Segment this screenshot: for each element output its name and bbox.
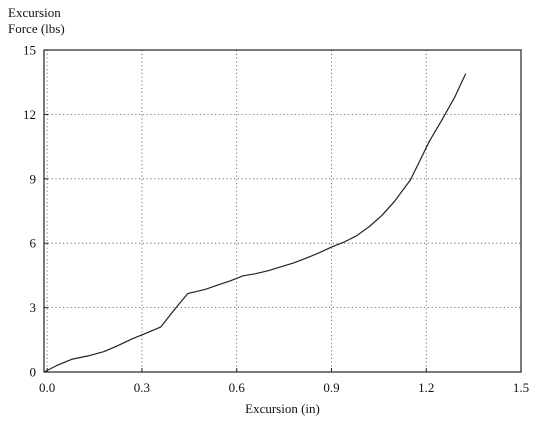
x-tick-label: 0.0 bbox=[39, 380, 55, 395]
x-tick-label: 0.9 bbox=[323, 380, 339, 395]
y-tick-label: 12 bbox=[23, 107, 36, 122]
y-tick-label: 9 bbox=[30, 171, 37, 186]
x-tick-label: 0.6 bbox=[229, 380, 246, 395]
line-layer bbox=[43, 73, 467, 373]
grid-layer bbox=[44, 50, 521, 372]
x-tick-label: 1.5 bbox=[513, 380, 529, 395]
x-axis-label: Excursion (in) bbox=[245, 401, 320, 416]
series-line bbox=[43, 73, 467, 373]
y-axis-label-line-2: Force (lbs) bbox=[8, 21, 65, 36]
x-tick-label: 0.3 bbox=[134, 380, 150, 395]
y-tick-label: 3 bbox=[30, 300, 37, 315]
y-tick-label: 6 bbox=[30, 236, 37, 251]
y-tick-label: 0 bbox=[30, 365, 37, 380]
y-tick-label: 15 bbox=[23, 43, 36, 58]
plot-frame bbox=[43, 49, 522, 373]
x-tick-label: 1.2 bbox=[418, 380, 434, 395]
tick-layer: 0.0 0.3 0.6 0.9 1.2 1.5 0 3 6 9 12 15 bbox=[23, 43, 529, 396]
y-axis-label-line-1: Excursion bbox=[8, 5, 61, 20]
